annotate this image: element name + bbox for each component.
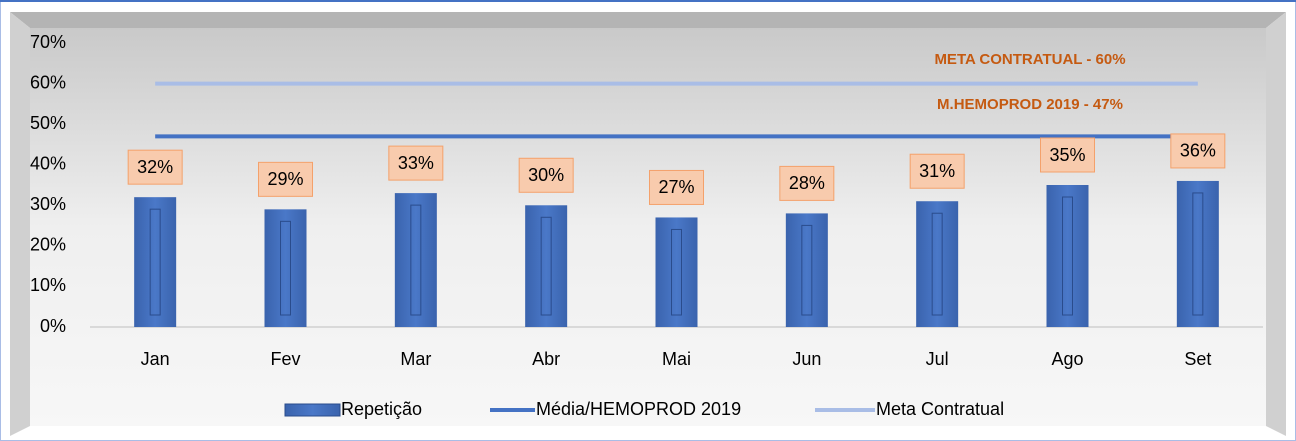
value-label: 30% [528,165,564,185]
bevel [10,12,30,436]
y-tick-label: 50% [30,113,66,133]
y-tick-label: 10% [30,275,66,295]
bar [1176,180,1219,327]
legend-swatch [284,403,341,417]
bar-groove [1192,192,1204,316]
legend-label: Média/HEMOPROD 2019 [536,399,741,419]
bar-groove [801,224,813,316]
bar [525,205,568,327]
value-label-box [518,157,574,193]
bevel [10,12,1286,28]
value-label: 27% [658,177,694,197]
bar-groove [280,220,291,316]
x-tick-label: Jul [926,349,949,369]
value-label-box [127,149,183,185]
value-label: 29% [267,169,303,189]
bar-groove [931,212,943,316]
bar-groove [149,208,161,316]
y-tick-label: 20% [30,235,66,255]
bar-groove [540,216,552,316]
value-label-box [388,145,444,181]
bar [1046,185,1089,327]
annotation: M.HEMOPROD 2019 - 47% [937,96,1123,113]
y-tick-label: 30% [30,194,66,214]
value-label: 32% [137,157,173,177]
value-label-box [1170,133,1226,169]
bar-groove [410,204,422,316]
value-label-box [649,169,704,205]
legend-label: Repetição [341,399,422,419]
y-tick-label: 40% [30,153,66,173]
x-tick-label: Fev [270,349,300,369]
bar-groove [1062,196,1073,316]
value-label-box [1040,137,1095,173]
value-label: 31% [919,161,955,181]
x-tick-label: Mar [400,349,431,369]
y-tick-label: 60% [30,72,66,92]
y-tick-label: 0% [40,316,66,336]
value-label-box [779,165,835,201]
x-tick-label: Mai [662,349,691,369]
annotation: META CONTRATUAL - 60% [934,51,1125,68]
bar [785,213,828,327]
bar-groove [671,228,682,316]
value-label: 36% [1180,141,1216,161]
value-label-box [258,161,313,197]
bevel [1266,12,1286,436]
bar [916,201,959,327]
value-label-box [909,153,965,189]
x-tick-label: Jan [141,349,170,369]
bar [134,197,177,327]
bar [655,217,698,327]
x-tick-label: Jun [792,349,821,369]
legend-label: Meta Contratual [876,399,1004,419]
x-tick-label: Set [1184,349,1211,369]
x-tick-label: Ago [1051,349,1083,369]
bar [264,209,307,327]
bar [394,193,437,327]
value-label: 35% [1049,145,1085,165]
value-label: 28% [789,173,825,193]
x-tick-label: Abr [532,349,560,369]
value-label: 33% [398,153,434,173]
y-tick-label: 70% [30,32,66,52]
